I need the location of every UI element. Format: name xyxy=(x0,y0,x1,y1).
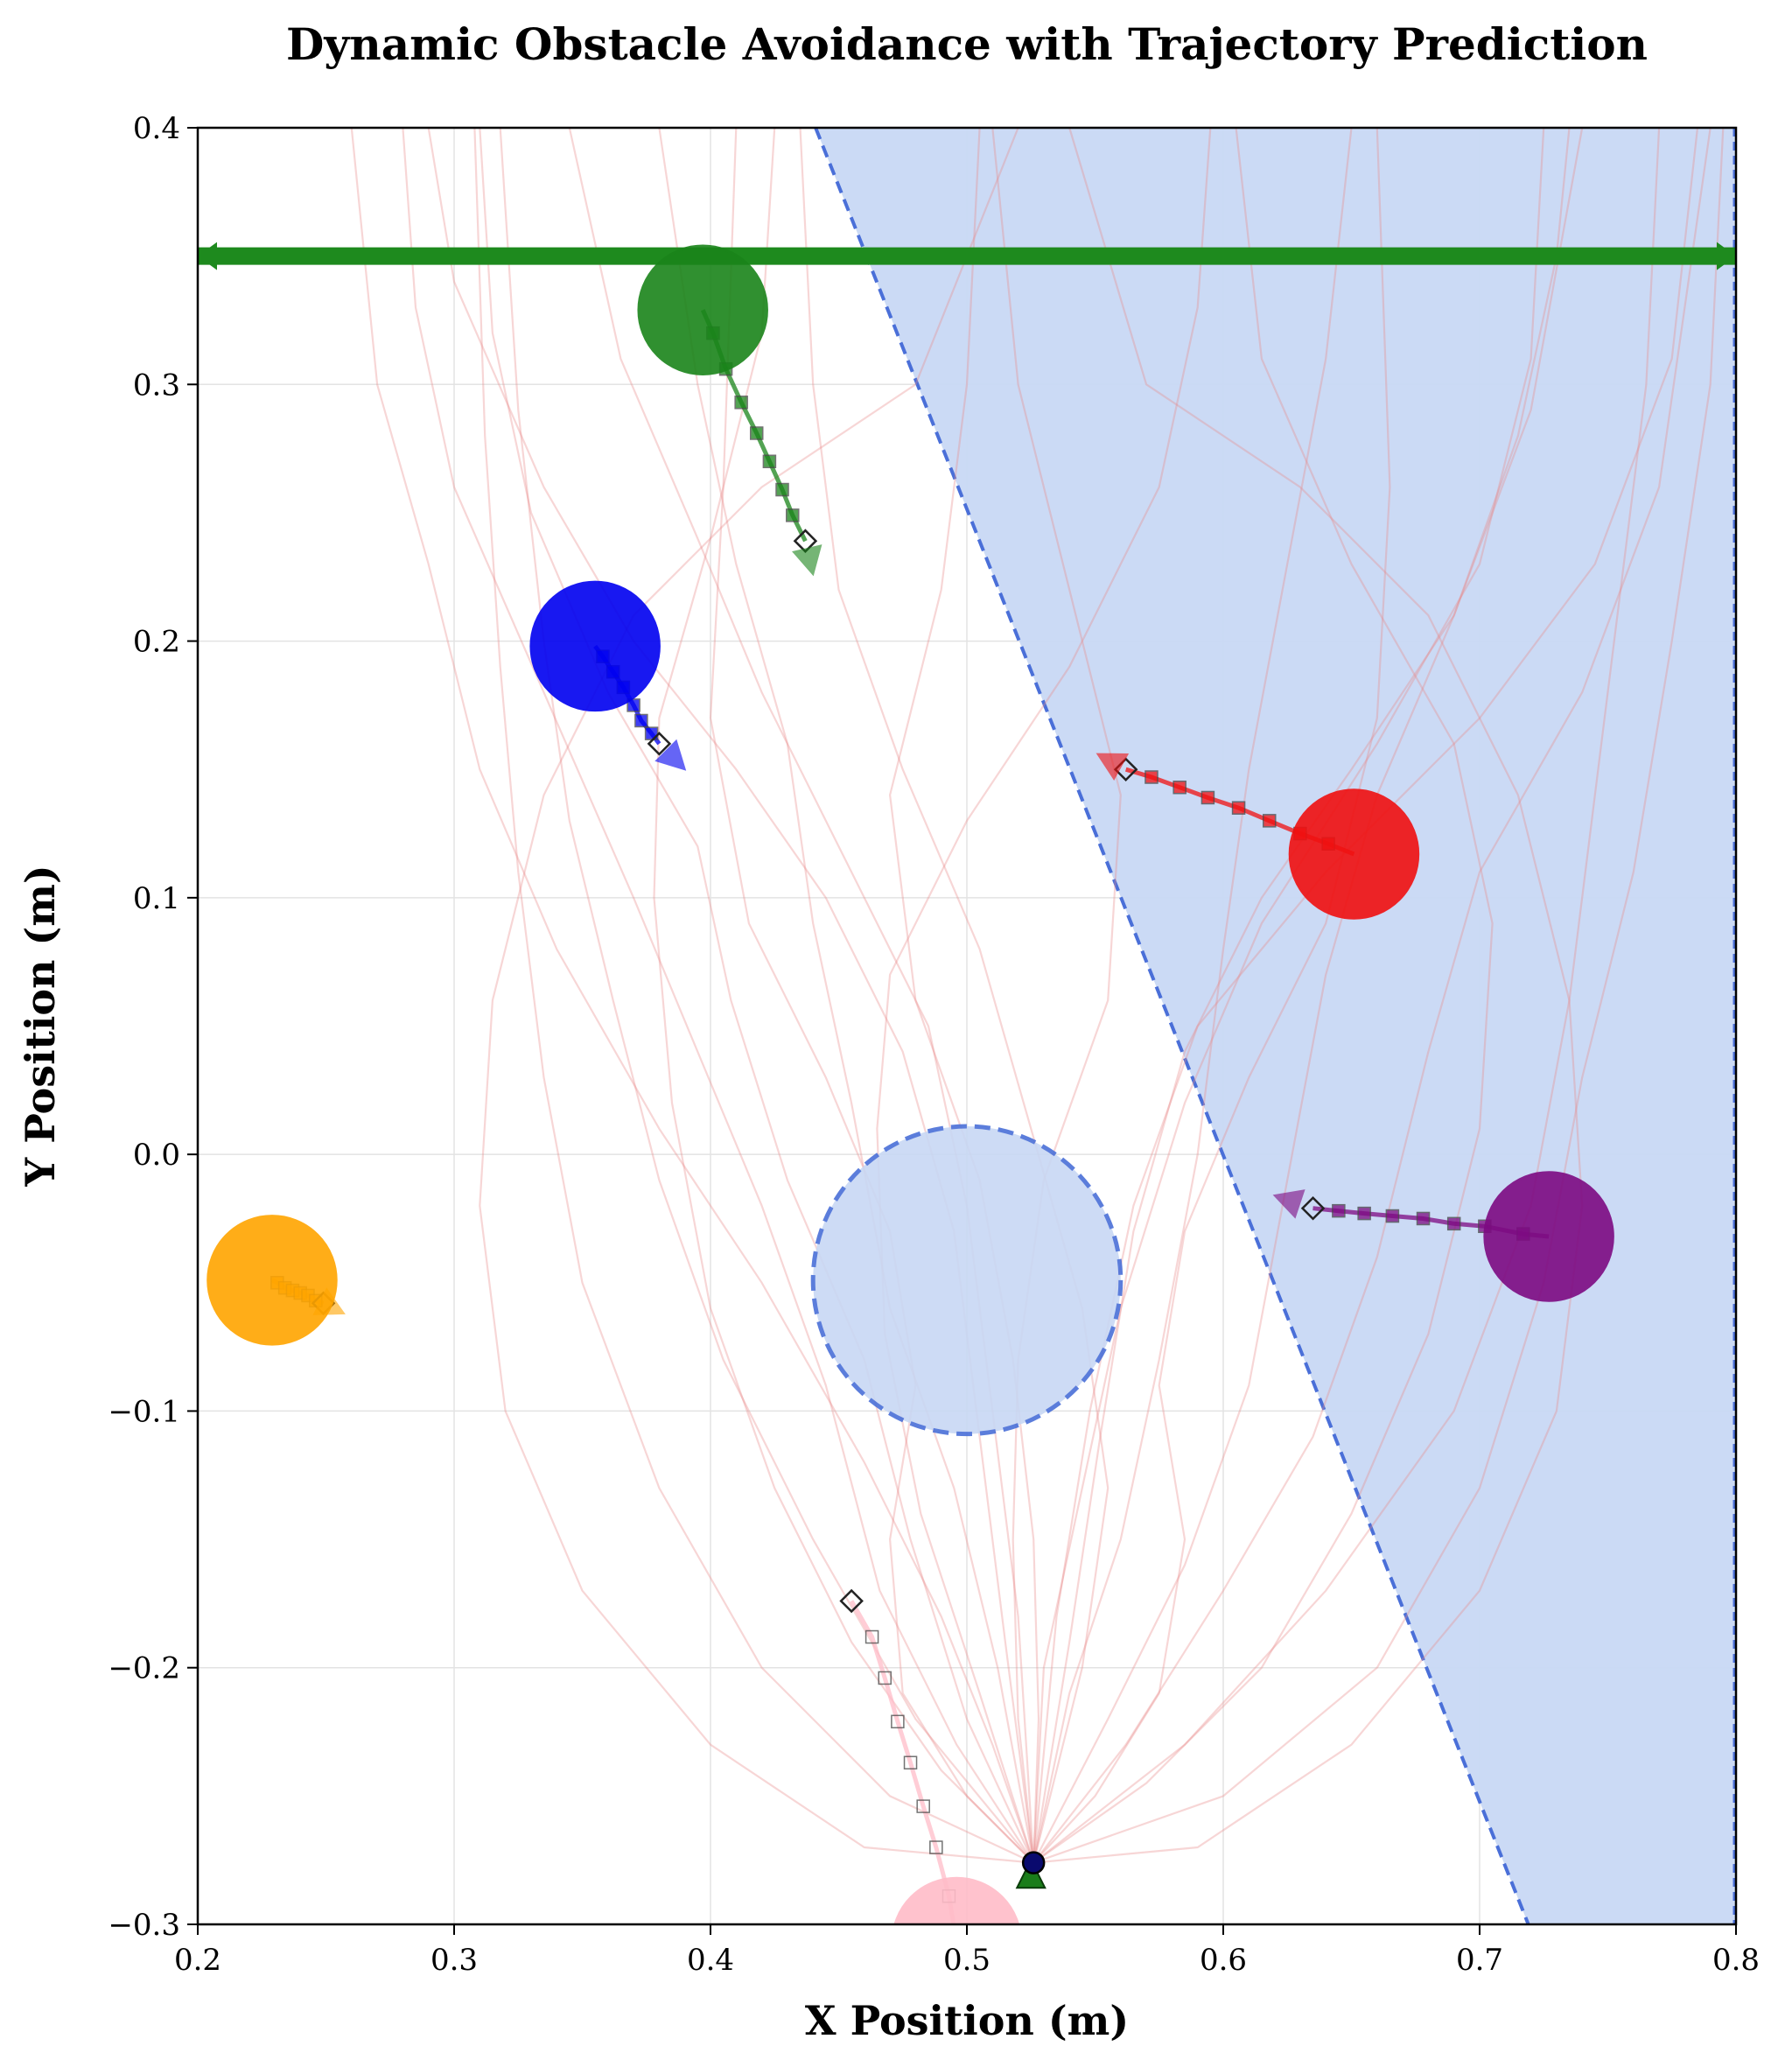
y-tick-label: −0.2 xyxy=(108,1651,180,1686)
prediction-marker xyxy=(1446,1216,1461,1231)
planned-path xyxy=(1032,128,1353,1863)
y-tick-label: −0.1 xyxy=(108,1394,180,1429)
velocity-arrow xyxy=(792,544,822,577)
y-tick-label: 0.1 xyxy=(133,881,180,916)
x-tick-label: 0.4 xyxy=(687,1943,734,1978)
prediction-marker xyxy=(775,482,789,497)
obstacle-green xyxy=(637,244,822,577)
obstacle-body xyxy=(529,580,661,712)
x-axis-ticks: 0.2 0.3 0.4 0.5 0.6 0.7 0.8 xyxy=(174,1924,1760,1978)
prediction-marker xyxy=(1231,801,1246,815)
planned-path xyxy=(568,128,1035,1863)
robot-start-point xyxy=(1021,1851,1046,1874)
barrier xyxy=(198,242,1736,270)
planned-path xyxy=(1032,128,1391,1864)
velocity-arrow xyxy=(1096,753,1130,781)
x-tick-label: 0.7 xyxy=(1456,1943,1503,1978)
y-tick-label: 0.0 xyxy=(133,1138,180,1173)
planned-path xyxy=(1032,128,1661,1864)
planned-path xyxy=(799,128,1110,1863)
prediction-marker xyxy=(891,1714,905,1729)
safe-zone-circle xyxy=(810,1124,1124,1437)
velocity-arrow xyxy=(1272,1189,1306,1219)
planned-path xyxy=(658,128,1035,1863)
barrier-end-left xyxy=(198,242,217,270)
y-tick-label: 0.4 xyxy=(133,111,180,146)
planned-path xyxy=(473,128,1034,1864)
prediction-marker xyxy=(749,426,764,440)
safe-zone xyxy=(810,1124,1124,1437)
obstacle-body xyxy=(1288,788,1420,920)
x-tick-label: 0.8 xyxy=(1712,1943,1760,1978)
planned-path xyxy=(1033,128,1584,1864)
x-tick-label: 0.6 xyxy=(1200,1943,1247,1978)
prediction-marker xyxy=(634,713,648,728)
prediction-marker xyxy=(1385,1209,1400,1223)
planned-path xyxy=(653,128,1034,1864)
y-tick-label: −0.3 xyxy=(108,1908,180,1943)
blocked-region xyxy=(816,128,1736,1924)
prediction-marker xyxy=(1357,1206,1371,1221)
obstacle-body xyxy=(1483,1171,1614,1302)
planned-path xyxy=(479,128,1034,1864)
obstacle-purple xyxy=(1272,1171,1614,1302)
prediction-marker xyxy=(903,1755,918,1769)
obstacle-orange xyxy=(206,1215,346,1346)
planned-path xyxy=(1032,128,1699,1863)
planned-path xyxy=(991,128,1122,1863)
prediction-marker xyxy=(1144,770,1158,784)
planned-path xyxy=(402,128,1035,1864)
predicted-endpoint-diamond xyxy=(1300,1195,1326,1221)
prediction-marker xyxy=(1262,814,1277,828)
prediction-marker xyxy=(1172,780,1186,795)
planned-path xyxy=(1032,128,1571,1863)
planned-path xyxy=(350,128,1035,1863)
planned-path xyxy=(888,128,1040,1863)
plot-area xyxy=(198,128,1736,1924)
barrier-end-right xyxy=(1717,242,1736,270)
obstacles xyxy=(206,244,1614,1924)
obstacle-blue xyxy=(529,580,687,771)
y-tick-label: 0.2 xyxy=(133,625,180,660)
obstacle-body xyxy=(893,1876,1020,1924)
planned-path xyxy=(1032,128,1712,1864)
planned-path xyxy=(479,128,1035,1864)
x-axis-label: X Position (m) xyxy=(805,1997,1129,2044)
robot-markers xyxy=(1015,1851,1046,1889)
obstacle-body xyxy=(637,244,768,375)
prediction-marker xyxy=(762,454,777,469)
prediction-marker xyxy=(786,508,800,522)
chart-title: Dynamic Obstacle Avoidance with Trajecto… xyxy=(286,18,1648,70)
planned-path xyxy=(1032,128,1494,1864)
prediction-marker xyxy=(929,1840,943,1854)
prediction-marker xyxy=(1416,1211,1431,1226)
predicted-endpoint-diamond xyxy=(839,1588,864,1614)
y-tick-label: 0.3 xyxy=(133,368,180,403)
boundary-line xyxy=(814,128,1530,1924)
planned-path xyxy=(876,128,1212,1863)
planned-path xyxy=(1032,128,1545,1863)
planned-path xyxy=(427,128,1035,1863)
prediction-marker xyxy=(734,396,748,410)
planned-paths xyxy=(350,128,1725,1864)
planned-path xyxy=(1032,128,1584,1864)
obstacle-pink xyxy=(839,1588,1020,1924)
planned-path xyxy=(499,128,1035,1864)
prediction-marker xyxy=(878,1671,892,1685)
y-axis-ticks: −0.3 −0.2 −0.1 0.0 0.1 0.2 0.3 0.4 xyxy=(108,111,198,1943)
obstacle-red xyxy=(1096,753,1420,920)
x-tick-label: 0.5 xyxy=(943,1943,990,1978)
prediction-marker xyxy=(1332,1203,1346,1218)
velocity-arrow xyxy=(654,739,687,771)
prediction-marker xyxy=(864,1629,879,1644)
prediction-marker xyxy=(916,1799,930,1813)
predicted-endpoint-diamond xyxy=(647,732,672,756)
prediction-marker xyxy=(1200,790,1215,805)
y-axis-label: Y Position (m) xyxy=(17,865,64,1187)
x-tick-label: 0.2 xyxy=(174,1943,221,1978)
shaded-region xyxy=(814,128,1736,1924)
x-tick-label: 0.3 xyxy=(430,1943,478,1978)
obstacle-body xyxy=(206,1215,338,1346)
